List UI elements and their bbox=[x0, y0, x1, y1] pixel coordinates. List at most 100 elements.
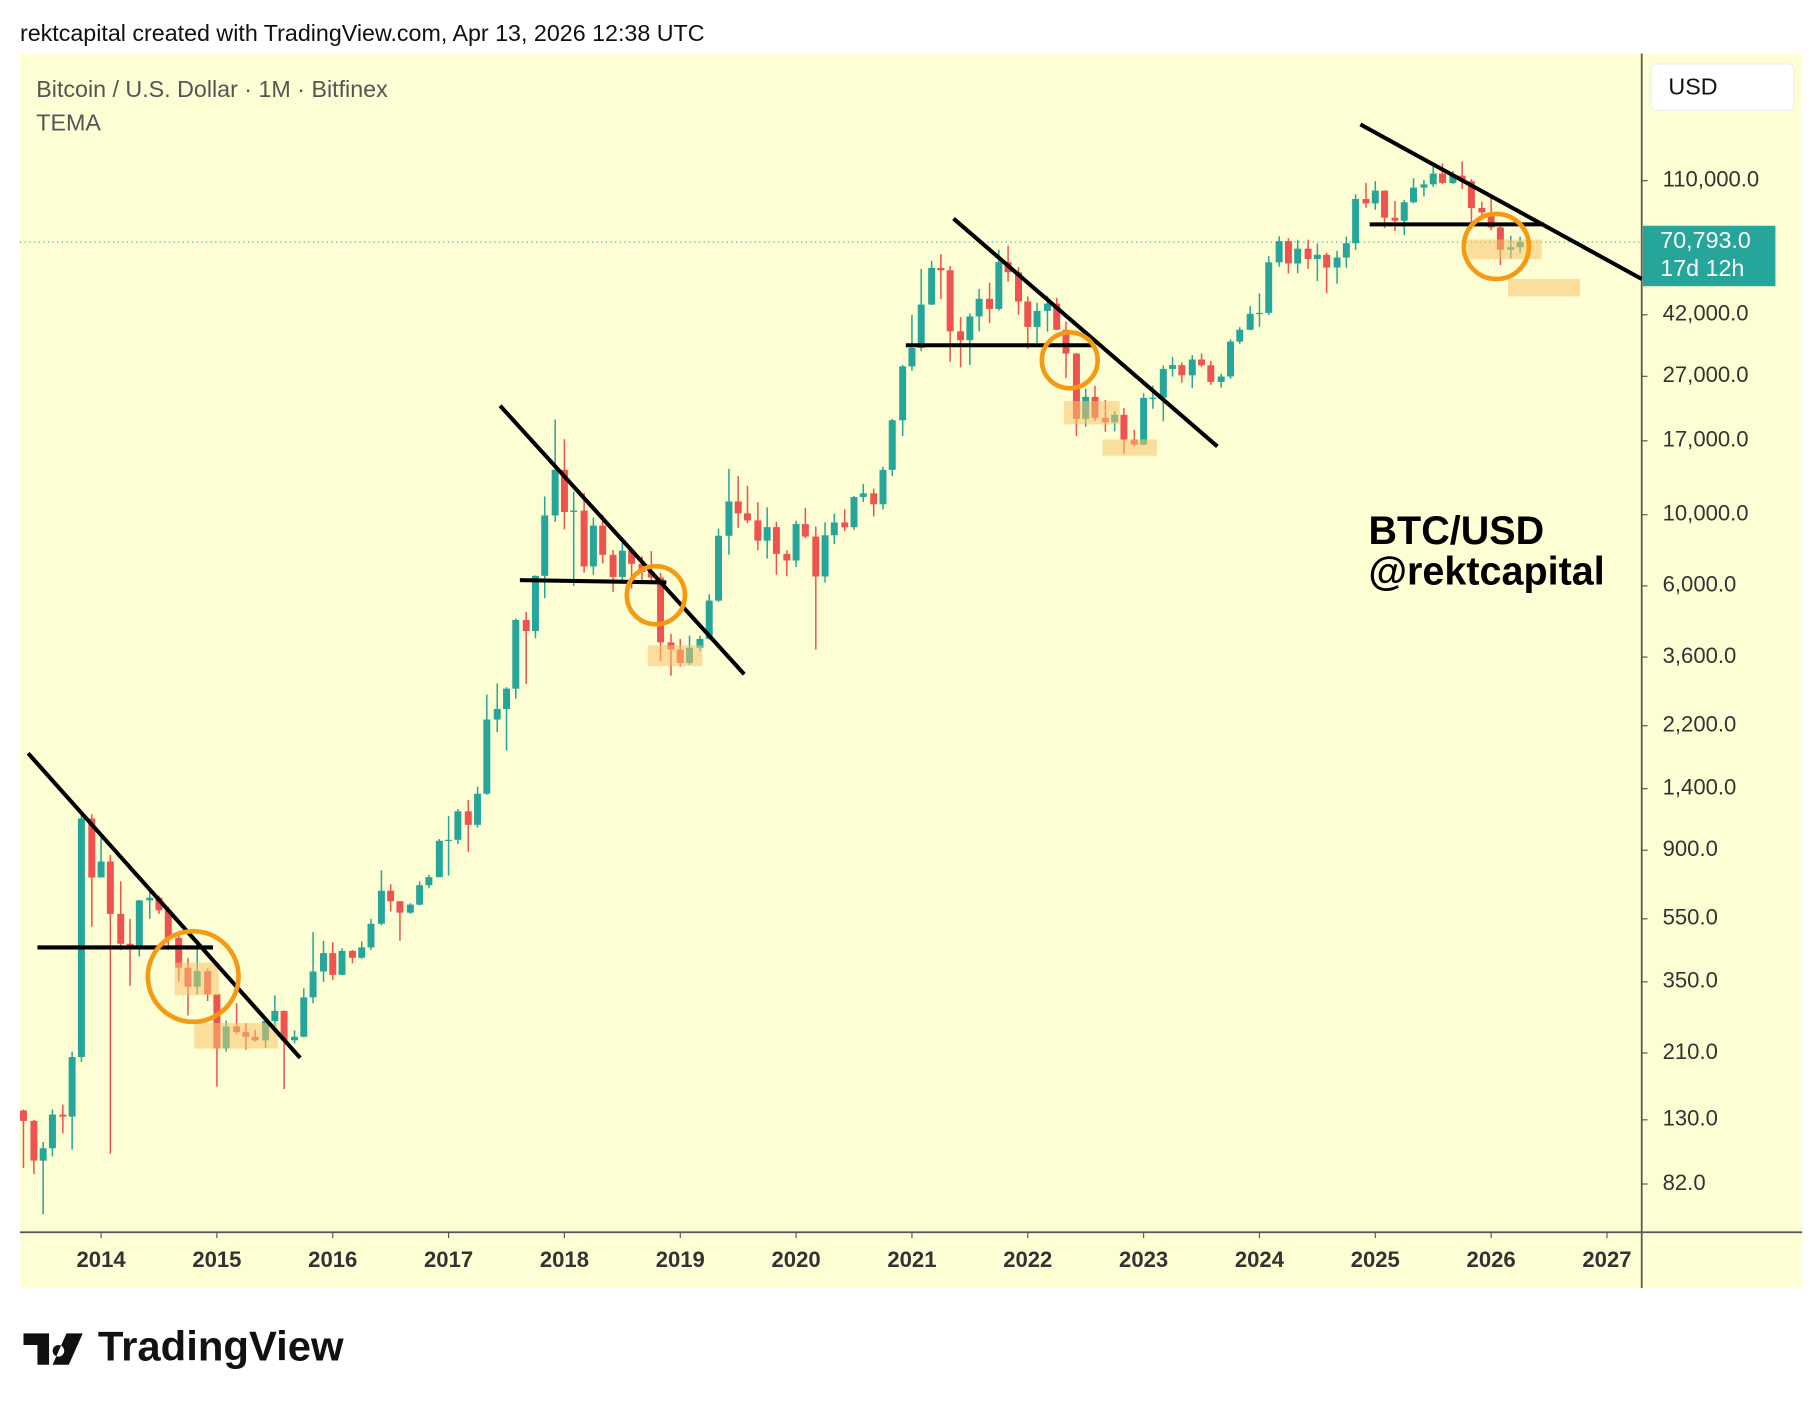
x-tick-label: 2015 bbox=[192, 1247, 241, 1272]
y-tick-label: 42,000.0 bbox=[1663, 301, 1749, 326]
candle-body bbox=[77, 818, 85, 1058]
candle-body bbox=[928, 267, 936, 305]
x-tick-label: 2017 bbox=[424, 1247, 473, 1272]
candle-body bbox=[1246, 313, 1254, 330]
candle-body bbox=[474, 793, 482, 825]
candle-body bbox=[1449, 175, 1457, 183]
candle-body bbox=[783, 553, 791, 561]
candle-body bbox=[801, 524, 809, 537]
candle-body bbox=[870, 493, 878, 505]
candle-body bbox=[1033, 310, 1041, 327]
support-line bbox=[519, 578, 667, 585]
x-tick-label: 2020 bbox=[772, 1247, 821, 1272]
candle-body bbox=[338, 950, 346, 975]
candle-body bbox=[1487, 212, 1495, 228]
candle-body bbox=[512, 619, 520, 689]
x-tick-label: 2023 bbox=[1119, 1247, 1168, 1272]
drawings bbox=[26, 122, 1643, 1060]
countdown-label: 17d 12h bbox=[1660, 255, 1744, 281]
candle-body bbox=[88, 818, 96, 878]
candle-body bbox=[1053, 303, 1061, 330]
y-tick-label: 27,000.0 bbox=[1663, 362, 1749, 387]
trendline bbox=[498, 404, 746, 676]
candle-body bbox=[358, 947, 366, 958]
candle-body bbox=[986, 298, 994, 309]
candle-body bbox=[454, 811, 462, 840]
candle-body bbox=[19, 1110, 27, 1121]
candle-body bbox=[309, 971, 317, 998]
logo-mark bbox=[23, 1333, 83, 1365]
highlight-circle bbox=[624, 563, 688, 627]
candle-body bbox=[48, 1114, 56, 1149]
candle-body bbox=[425, 877, 433, 886]
zone bbox=[1063, 401, 1120, 425]
candle-body bbox=[812, 536, 820, 577]
candle-body bbox=[1333, 257, 1341, 268]
y-tick-label: 900.0 bbox=[1663, 836, 1718, 861]
candle-body bbox=[580, 510, 588, 567]
currency-button[interactable] bbox=[1650, 63, 1795, 112]
x-tick-label: 2021 bbox=[887, 1247, 936, 1272]
candle-body bbox=[445, 839, 453, 841]
candle-body bbox=[560, 469, 568, 512]
candle-body bbox=[1304, 248, 1312, 259]
candle-body bbox=[280, 1010, 288, 1041]
highlight-circle bbox=[1461, 211, 1532, 282]
candle-body bbox=[1120, 414, 1128, 440]
candle-body bbox=[291, 1036, 299, 1041]
candle-body bbox=[1362, 199, 1370, 204]
candle-body bbox=[715, 535, 722, 601]
candle-body bbox=[618, 550, 626, 577]
x-tick-label: 2022 bbox=[1003, 1247, 1052, 1272]
symbol-title: Bitcoin / U.S. Dollar · 1M · Bitfinex bbox=[36, 76, 388, 102]
y-tick-label: 3,600.0 bbox=[1663, 643, 1737, 668]
y-tick-label: 130.0 bbox=[1663, 1106, 1718, 1131]
x-tick-label: 2026 bbox=[1467, 1247, 1516, 1272]
candle-body bbox=[917, 304, 925, 348]
candle-body bbox=[1478, 207, 1486, 213]
candle-body bbox=[888, 420, 896, 470]
y-tick-label: 550.0 bbox=[1663, 905, 1718, 930]
candle-body bbox=[68, 1057, 76, 1117]
candle-body bbox=[1381, 190, 1389, 218]
logo-text: TradingView bbox=[98, 1323, 344, 1370]
candle-body bbox=[763, 527, 771, 541]
candle-body bbox=[772, 527, 780, 554]
candle-body bbox=[1178, 365, 1186, 376]
y-tick-label: 350.0 bbox=[1663, 968, 1718, 993]
candle-body bbox=[705, 600, 713, 639]
candle-body bbox=[155, 897, 163, 911]
y-tick-label: 2,200.0 bbox=[1663, 712, 1737, 737]
candle-body bbox=[657, 577, 665, 643]
candle-body bbox=[1420, 184, 1428, 188]
candle-body bbox=[416, 885, 424, 905]
candle-body bbox=[522, 619, 530, 632]
candle-body bbox=[609, 554, 617, 577]
zone bbox=[194, 1023, 279, 1049]
candle-body bbox=[1371, 190, 1379, 204]
candle-body bbox=[628, 550, 636, 564]
candle-body bbox=[348, 950, 356, 958]
candle-body bbox=[1188, 359, 1196, 376]
candle-body bbox=[966, 316, 974, 341]
candle-body bbox=[599, 525, 607, 555]
candle-body bbox=[1391, 217, 1399, 221]
candle-body bbox=[377, 890, 385, 924]
candle-body bbox=[1467, 181, 1475, 208]
candle-body bbox=[995, 262, 1003, 309]
candle-body bbox=[106, 861, 114, 914]
annotation-text: BTC/USD bbox=[1369, 509, 1545, 553]
candle-body bbox=[589, 525, 597, 567]
candle-body bbox=[937, 267, 945, 271]
candle-body bbox=[1400, 202, 1408, 221]
candle-body bbox=[97, 861, 105, 878]
attribution: rektcapital created with TradingView.com… bbox=[20, 20, 705, 46]
candle-body bbox=[1429, 173, 1437, 185]
currency-label[interactable]: USD bbox=[1668, 73, 1717, 99]
trendline bbox=[26, 751, 302, 1060]
indicator-name: TEMA bbox=[36, 110, 101, 136]
x-tick-label: 2024 bbox=[1235, 1247, 1285, 1272]
candle-body bbox=[1496, 227, 1504, 250]
y-tick-label: 110,000.0 bbox=[1663, 166, 1760, 191]
